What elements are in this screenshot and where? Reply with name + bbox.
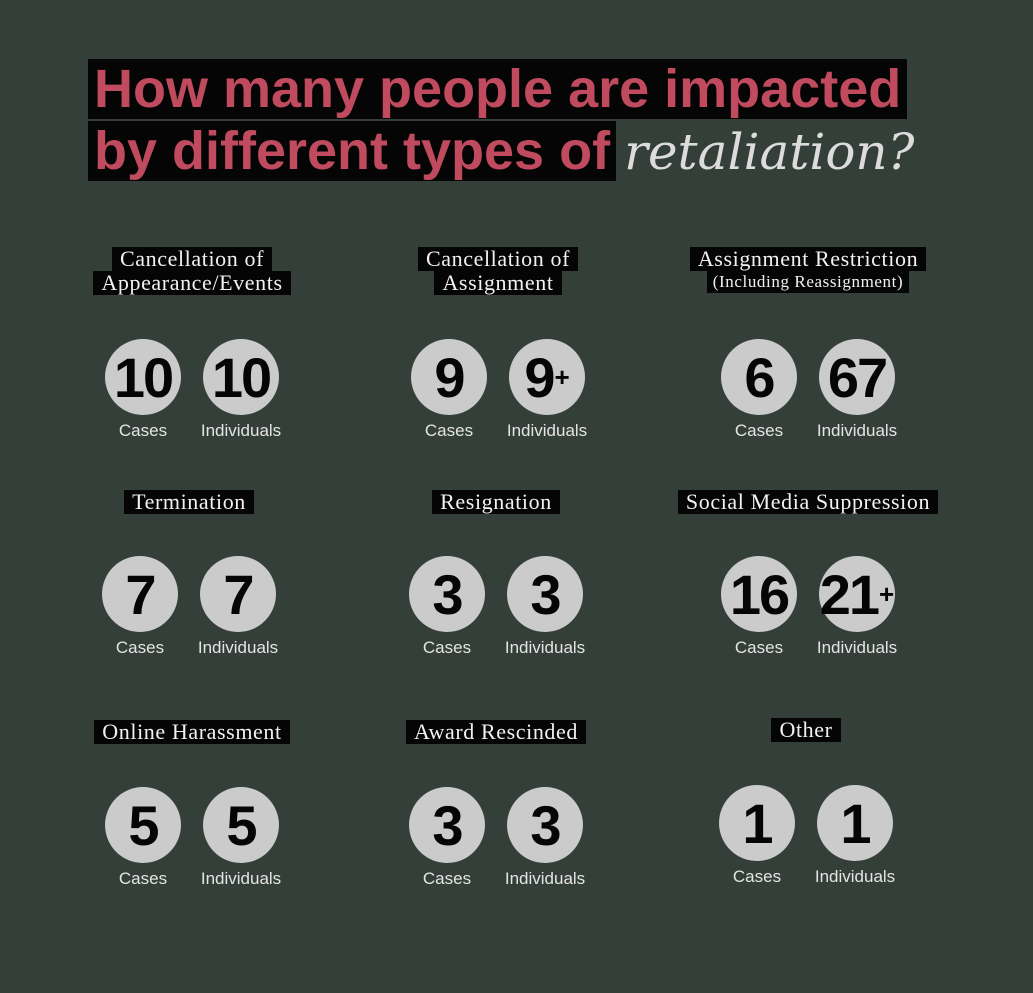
individuals-count: 21 + — [819, 556, 895, 632]
category-award-rescinded: Award Rescinded 3 Cases 3 Individuals — [336, 720, 656, 888]
individuals-count: 5 — [203, 787, 279, 863]
cases-stat: 1 Cases — [719, 785, 795, 887]
category-resignation: Resignation 3 Cases 3 Individuals — [336, 490, 656, 657]
cases-stat: 9 Cases — [411, 339, 487, 441]
individuals-label: Individuals — [506, 421, 588, 440]
cases-label: Cases — [734, 421, 784, 440]
title-line-1: How many people are impacted — [88, 58, 988, 120]
category-sublabel: (Including Reassignment) — [706, 271, 910, 293]
category-cancellation-appearance: Cancellation of Appearance/Events 10 Cas… — [32, 247, 352, 440]
category-assignment-restriction: Assignment Restriction (Including Reassi… — [648, 247, 968, 440]
cases-label: Cases — [422, 869, 472, 888]
category-stats: 9 Cases 9 + Individuals — [338, 339, 658, 441]
individuals-count: 10 — [203, 339, 279, 415]
cases-stat: 3 Cases — [409, 787, 485, 889]
cases-count: 3 — [409, 787, 485, 863]
category-label: Social Media Suppression — [648, 490, 968, 514]
category-social-media-suppression: Social Media Suppression 16 Cases 21 + In… — [648, 490, 968, 657]
individuals-count: 9 + — [509, 339, 585, 415]
cases-count: 9 — [411, 339, 487, 415]
cases-stat: 5 Cases — [105, 787, 181, 889]
individuals-count: 3 — [507, 787, 583, 863]
cases-label: Cases — [732, 867, 782, 886]
individuals-label: Individuals — [816, 421, 898, 440]
individuals-label: Individuals — [814, 867, 896, 886]
category-termination: Termination 7 Cases 7 Individuals — [29, 490, 349, 657]
individuals-stat: 21 + Individuals — [816, 556, 898, 658]
category-label: Termination — [29, 490, 349, 514]
category-online-harassment: Online Harassment 5 Cases 5 Individuals — [32, 720, 352, 888]
plus-sign: + — [879, 578, 895, 609]
cases-count: 7 — [102, 556, 178, 632]
cases-stat: 10 Cases — [105, 339, 181, 441]
category-stats: 3 Cases 3 Individuals — [336, 556, 656, 658]
individuals-count: 1 — [817, 785, 893, 861]
category-label: Online Harassment — [32, 720, 352, 744]
title-accent: retaliation? — [624, 123, 915, 181]
category-label: Resignation — [336, 490, 656, 514]
category-stats: 3 Cases 3 Individuals — [336, 787, 656, 889]
individuals-stat: 10 Individuals — [200, 339, 282, 441]
category-stats: 7 Cases 7 Individuals — [29, 556, 349, 658]
individuals-stat: 9 + Individuals — [506, 339, 588, 441]
category-label: Other — [646, 718, 966, 742]
page-title: How many people are impacted by differen… — [88, 58, 988, 183]
cases-count: 5 — [105, 787, 181, 863]
cases-count: 10 — [105, 339, 181, 415]
individuals-label: Individuals — [200, 421, 282, 440]
cases-label: Cases — [734, 638, 784, 657]
individuals-stat: 3 Individuals — [504, 556, 586, 658]
category-stats: 16 Cases 21 + Individuals — [648, 556, 968, 658]
individuals-label: Individuals — [504, 869, 586, 888]
category-label: Assignment Restriction (Including Reassi… — [648, 247, 968, 293]
cases-label: Cases — [115, 638, 165, 657]
cases-count: 3 — [409, 556, 485, 632]
individuals-stat: 7 Individuals — [197, 556, 279, 658]
cases-stat: 16 Cases — [721, 556, 797, 658]
individuals-count: 67 — [819, 339, 895, 415]
individuals-stat: 67 Individuals — [816, 339, 898, 441]
cases-stat: 6 Cases — [721, 339, 797, 441]
plus-sign: + — [554, 361, 570, 392]
individuals-stat: 3 Individuals — [504, 787, 586, 889]
category-stats: 6 Cases 67 Individuals — [648, 339, 968, 441]
individuals-count: 3 — [507, 556, 583, 632]
category-other: Other 1 Cases 1 Individuals — [646, 718, 966, 886]
cases-count: 1 — [719, 785, 795, 861]
individuals-label: Individuals — [504, 638, 586, 657]
title-line-2: by different types of retaliation? — [88, 120, 988, 183]
individuals-label: Individuals — [816, 638, 898, 657]
individuals-stat: 1 Individuals — [814, 785, 896, 887]
category-label: Cancellation of Appearance/Events — [32, 247, 352, 295]
individuals-count: 7 — [200, 556, 276, 632]
cases-count: 6 — [721, 339, 797, 415]
cases-label: Cases — [424, 421, 474, 440]
category-label: Cancellation of Assignment — [338, 247, 658, 295]
cases-stat: 3 Cases — [409, 556, 485, 658]
category-label: Award Rescinded — [336, 720, 656, 744]
cases-label: Cases — [422, 638, 472, 657]
category-stats: 10 Cases 10 Individuals — [32, 339, 352, 441]
cases-label: Cases — [118, 421, 168, 440]
cases-label: Cases — [118, 869, 168, 888]
cases-stat: 7 Cases — [102, 556, 178, 658]
individuals-label: Individuals — [197, 638, 279, 657]
category-cancellation-assignment: Cancellation of Assignment 9 Cases 9 + In… — [338, 247, 658, 440]
category-stats: 1 Cases 1 Individuals — [646, 785, 966, 887]
individuals-label: Individuals — [200, 869, 282, 888]
category-stats: 5 Cases 5 Individuals — [32, 787, 352, 889]
cases-count: 16 — [721, 556, 797, 632]
individuals-stat: 5 Individuals — [200, 787, 282, 889]
